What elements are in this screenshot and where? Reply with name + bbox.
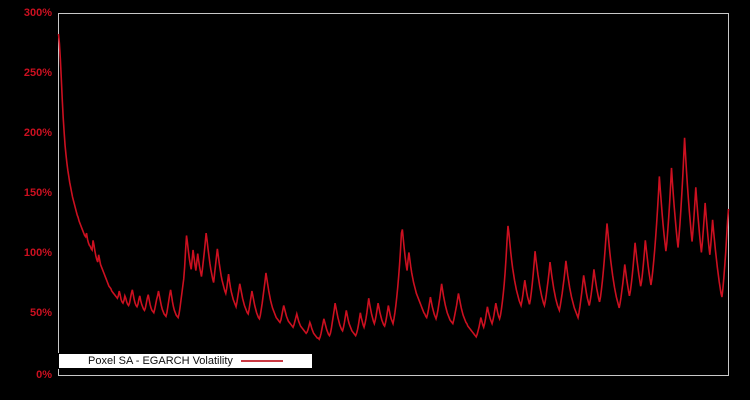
series-line-poxel-egarch-volatility bbox=[57, 33, 730, 341]
ytick-label-0: 0% bbox=[36, 369, 52, 381]
ytick-label-200: 200% bbox=[23, 127, 52, 139]
ytick-label-100: 100% bbox=[23, 247, 52, 259]
ytick-label-50: 50% bbox=[29, 307, 52, 319]
legend-label: Poxel SA - EGARCH Volatility bbox=[88, 355, 233, 367]
ytick-label-250: 250% bbox=[23, 67, 52, 79]
chart-legend: Poxel SA - EGARCH Volatility bbox=[58, 353, 313, 369]
ytick-label-150: 150% bbox=[23, 187, 52, 199]
legend-line-swatch bbox=[240, 360, 283, 362]
ytick-label-300: 300% bbox=[23, 7, 52, 19]
plot-border bbox=[58, 13, 729, 376]
